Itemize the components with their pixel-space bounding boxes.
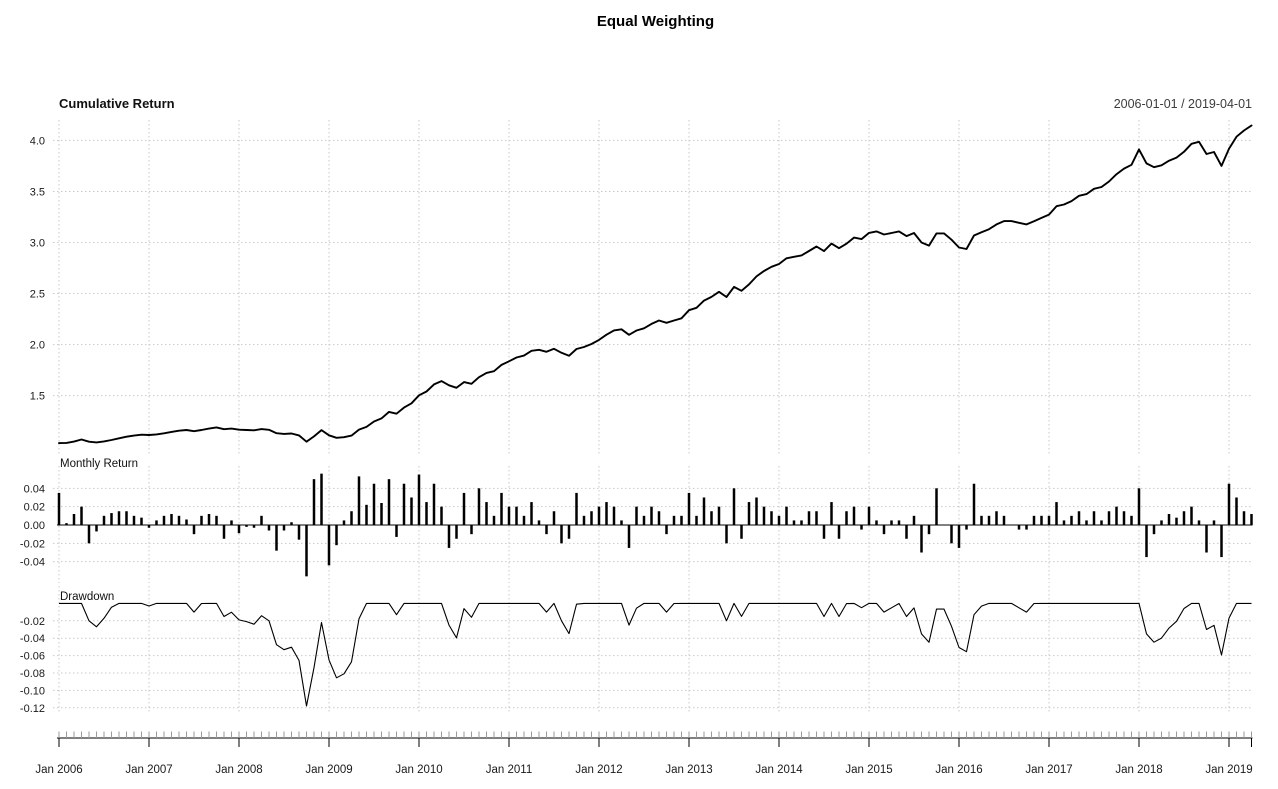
- svg-text:-0.02: -0.02: [20, 538, 45, 550]
- chart-title: Equal Weighting: [596, 13, 715, 30]
- svg-text:Jan 2010: Jan 2010: [395, 764, 442, 776]
- svg-text:Jan 2017: Jan 2017: [1025, 764, 1072, 776]
- svg-text:2.0: 2.0: [30, 340, 45, 352]
- svg-text:-0.04: -0.04: [20, 557, 45, 569]
- cumulative-panel-title: Cumulative Return: [59, 96, 175, 111]
- svg-text:-0.10: -0.10: [20, 685, 45, 697]
- svg-text:3.0: 3.0: [30, 238, 45, 250]
- svg-text:0.02: 0.02: [24, 502, 45, 514]
- svg-text:Jan 2019: Jan 2019: [1205, 764, 1252, 776]
- svg-text:Jan 2011: Jan 2011: [486, 764, 532, 776]
- svg-text:Jan 2008: Jan 2008: [215, 764, 262, 776]
- drawdown-panel-title: Drawdown: [60, 591, 115, 603]
- svg-text:Jan 2018: Jan 2018: [1115, 764, 1162, 776]
- svg-text:-0.06: -0.06: [20, 651, 45, 663]
- svg-text:1.5: 1.5: [30, 391, 45, 403]
- svg-text:3.5: 3.5: [30, 186, 45, 198]
- svg-text:Jan 2013: Jan 2013: [665, 764, 712, 776]
- svg-text:4.0: 4.0: [30, 135, 45, 147]
- svg-text:-0.04: -0.04: [20, 633, 45, 645]
- svg-text:-0.02: -0.02: [20, 616, 45, 628]
- svg-text:Jan 2014: Jan 2014: [755, 764, 803, 776]
- svg-text:Jan 2012: Jan 2012: [575, 764, 622, 776]
- svg-text:2.5: 2.5: [30, 289, 45, 301]
- svg-text:Jan 2016: Jan 2016: [935, 764, 982, 776]
- svg-text:0.00: 0.00: [24, 520, 45, 532]
- svg-text:Jan 2009: Jan 2009: [305, 764, 352, 776]
- monthly-return-panel-title: Monthly Return: [60, 458, 138, 470]
- svg-text:Jan 2007: Jan 2007: [125, 764, 172, 776]
- svg-text:Jan 2006: Jan 2006: [35, 764, 82, 776]
- date-range-label: 2006-01-01 / 2019-04-01: [1113, 97, 1252, 111]
- svg-text:0.04: 0.04: [24, 483, 45, 495]
- svg-text:Jan 2015: Jan 2015: [845, 764, 892, 776]
- svg-text:-0.08: -0.08: [20, 668, 45, 680]
- svg-text:-0.12: -0.12: [20, 703, 45, 715]
